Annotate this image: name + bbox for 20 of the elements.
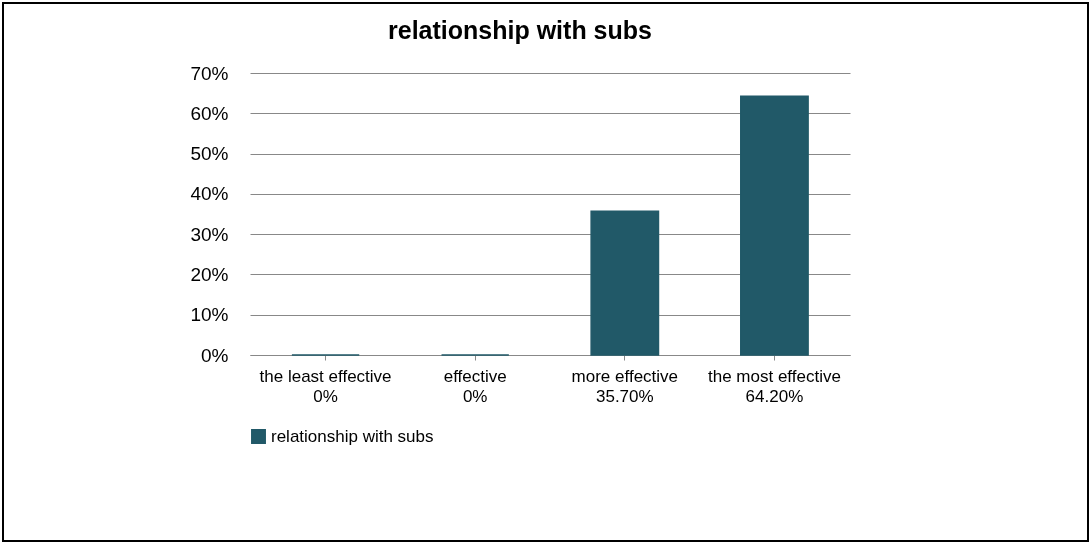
data-label: 64.20% <box>745 387 804 406</box>
y-tick-label: 70% <box>190 62 229 84</box>
y-tick-label: 50% <box>190 143 229 165</box>
bar <box>590 210 660 356</box>
y-tick-label: 10% <box>190 304 229 326</box>
y-tick-label: 30% <box>190 223 229 245</box>
data-label: 35.70% <box>595 387 654 406</box>
data-label: 0% <box>313 387 338 406</box>
y-tick-label: 20% <box>190 263 229 285</box>
y-tick-label: 40% <box>190 183 229 205</box>
chart-title: relationship with subs <box>388 16 652 44</box>
y-tick-label: 60% <box>190 102 229 124</box>
x-tick-label: the most effective <box>707 366 841 386</box>
x-tick-label: more effective <box>571 366 679 386</box>
y-tick-label: 0% <box>201 344 229 366</box>
legend-label: relationship with subs <box>271 426 434 446</box>
bar <box>740 95 809 356</box>
x-tick-label: the least effective <box>259 366 392 386</box>
x-tick-label: effective <box>443 366 507 386</box>
data-label: 0% <box>462 387 488 406</box>
